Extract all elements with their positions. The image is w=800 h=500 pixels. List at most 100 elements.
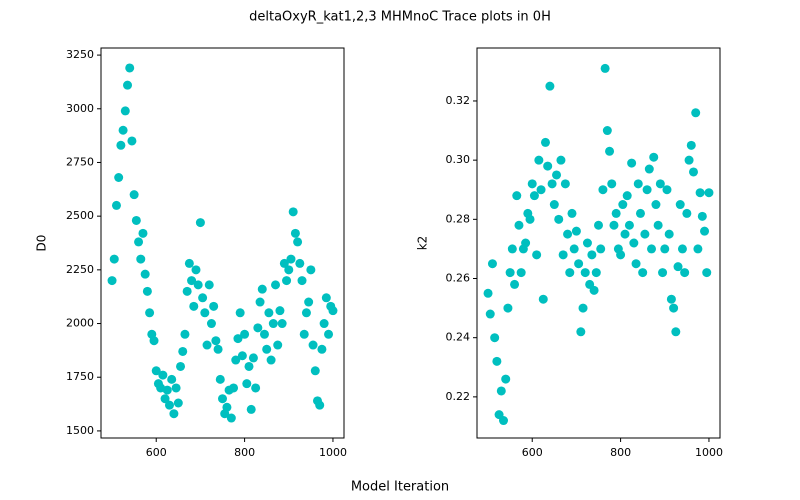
point (702, 268, 712, 278)
y-tick-label: 1500 (66, 424, 94, 437)
point (574, 259, 584, 269)
point (666, 294, 676, 304)
point (297, 276, 307, 286)
point (299, 329, 309, 339)
point (669, 303, 679, 313)
point (304, 297, 314, 307)
point (149, 336, 159, 346)
point (691, 108, 701, 118)
point (563, 229, 573, 239)
point (160, 394, 170, 404)
point (662, 185, 672, 195)
point (521, 238, 531, 248)
point (540, 137, 550, 147)
y-tick-label: 0.28 (446, 212, 471, 225)
point (609, 220, 619, 230)
point (116, 140, 126, 150)
point (492, 356, 502, 366)
point (552, 170, 562, 180)
point (246, 404, 256, 414)
point (680, 268, 690, 278)
point (134, 237, 144, 247)
point (554, 214, 564, 224)
point (315, 400, 325, 410)
point (658, 268, 668, 278)
point (233, 334, 243, 344)
point (496, 386, 506, 396)
y-tick-label: 2500 (66, 209, 94, 222)
point (512, 191, 522, 201)
point (204, 280, 214, 290)
point (167, 374, 177, 384)
point (218, 394, 227, 404)
point (600, 63, 610, 73)
point (259, 329, 269, 339)
point (675, 200, 685, 210)
point (251, 383, 261, 393)
point (242, 379, 252, 389)
point (567, 208, 577, 218)
y-tick-label: 0.32 (446, 94, 471, 107)
point (222, 402, 232, 412)
point (598, 185, 608, 195)
point (310, 366, 320, 376)
point (169, 409, 179, 419)
y-tick-label: 2250 (66, 263, 94, 276)
point (123, 80, 133, 90)
point (202, 340, 212, 350)
point (700, 226, 710, 236)
figure-title: deltaOxyR_kat1,2,3 MHMnoC Trace plots in… (249, 10, 551, 25)
point (142, 286, 152, 296)
x-tick-label: 800 (610, 446, 631, 459)
point (178, 346, 188, 356)
point (611, 208, 621, 218)
point (195, 218, 205, 228)
point (582, 238, 592, 248)
point (565, 268, 575, 278)
point (317, 344, 327, 354)
point (607, 179, 617, 189)
point (131, 215, 141, 225)
point (591, 268, 601, 278)
point (164, 400, 174, 410)
point (271, 280, 281, 290)
point (549, 200, 559, 210)
point (618, 200, 628, 210)
point (173, 398, 183, 408)
point (578, 303, 588, 313)
point (532, 250, 542, 260)
point (107, 276, 117, 286)
point (704, 188, 714, 198)
point (507, 244, 517, 254)
x-tick-label: 600 (522, 446, 543, 459)
point (118, 125, 128, 135)
point (114, 172, 124, 182)
point (301, 308, 311, 318)
point (605, 146, 615, 156)
point (596, 244, 606, 254)
point (248, 353, 258, 363)
point (282, 276, 292, 286)
point (176, 361, 186, 371)
point (226, 413, 236, 423)
point (211, 336, 221, 346)
point (483, 288, 493, 298)
point (229, 383, 239, 393)
point (262, 344, 272, 354)
point (653, 220, 663, 230)
point (627, 158, 637, 168)
point (158, 370, 168, 380)
point (268, 319, 278, 329)
point (328, 306, 338, 316)
point (308, 340, 318, 350)
point (616, 250, 626, 260)
point (525, 214, 535, 224)
point (231, 355, 241, 365)
point (127, 136, 137, 146)
point (240, 329, 250, 339)
point (558, 250, 568, 260)
point (120, 106, 130, 116)
point (624, 220, 634, 230)
point (266, 355, 276, 365)
